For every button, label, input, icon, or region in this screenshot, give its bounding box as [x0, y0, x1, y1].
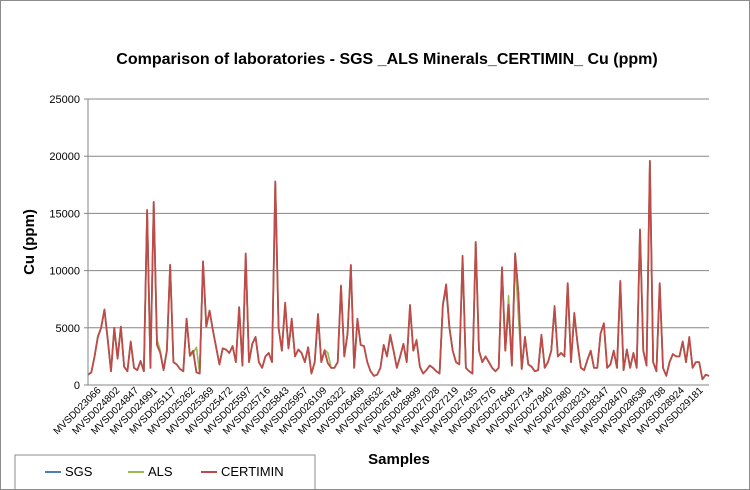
legend-label-als: ALS	[148, 464, 173, 479]
x-axis-ticks: MVSD023066MVSD024802MVSD024847MVSD024991…	[52, 385, 706, 437]
x-axis-title: Samples	[368, 451, 430, 468]
y-tick-label: 0	[74, 380, 80, 392]
legend-box	[14, 454, 316, 489]
chart-title: Comparison of laboratories - SGS _ALS Mi…	[116, 51, 657, 68]
legend-label-sgs: SGS	[65, 464, 93, 479]
y-axis-title: Cu (ppm)	[21, 209, 38, 275]
y-tick-label: 15000	[49, 208, 80, 220]
series-lines	[87, 159, 710, 381]
y-tick-label: 25000	[49, 94, 80, 106]
y-tick-label: 10000	[49, 266, 80, 278]
gridlines	[88, 98, 709, 329]
y-tick-label: 5000	[56, 323, 80, 335]
legend: SGS ALS CERTIMIN	[14, 454, 316, 489]
y-tick-label: 20000	[49, 151, 80, 163]
y-axis-ticks: 0 5000 10000 15000 20000 25000	[49, 94, 88, 392]
legend-label-certimin: CERTIMIN	[221, 464, 284, 479]
series-line-certimin	[87, 159, 710, 381]
